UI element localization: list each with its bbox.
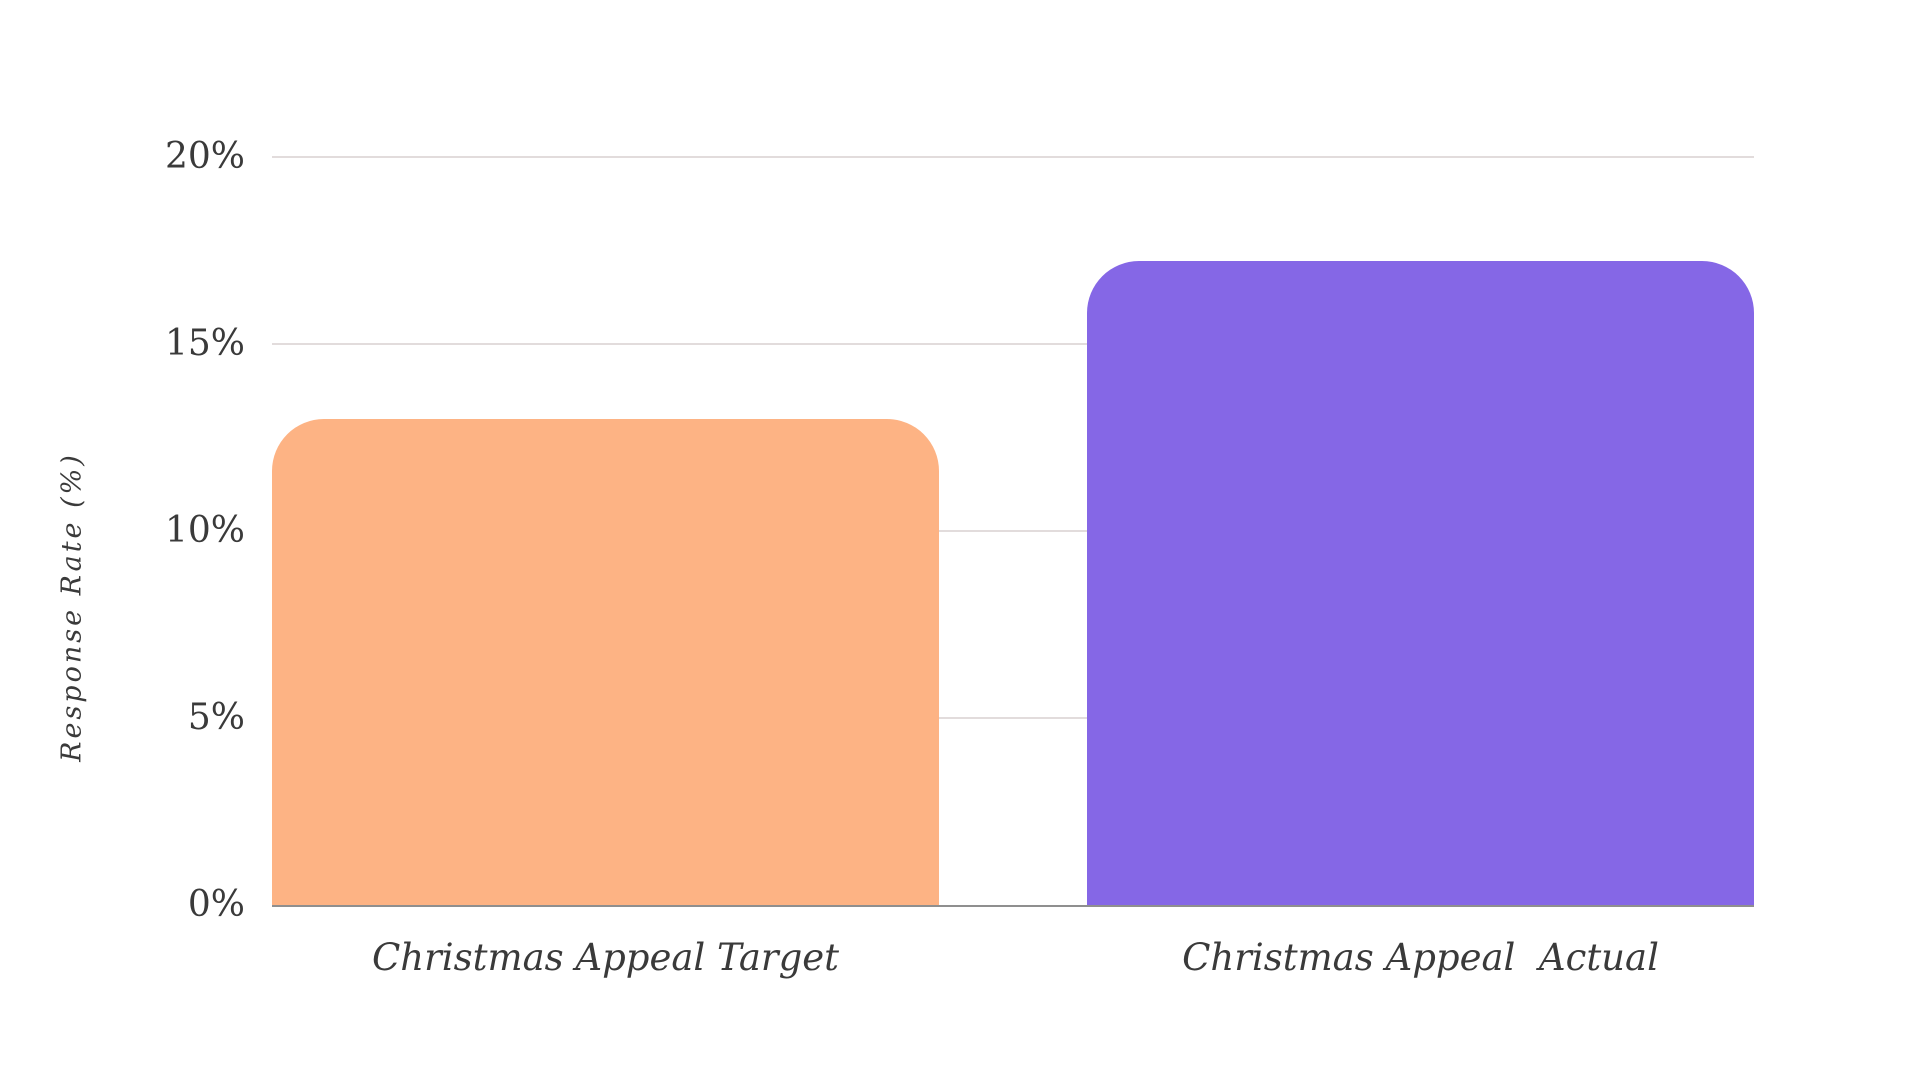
gridline-15	[272, 343, 1754, 345]
x-axis-baseline	[272, 905, 1754, 907]
bar-christmas-appeal-actual	[1087, 261, 1754, 906]
y-tick-20: 20%	[164, 136, 245, 177]
x-label-actual: Christmas Appeal Actual	[1182, 936, 1659, 979]
y-axis-label: Response Rate (%)	[56, 452, 88, 762]
y-tick-0: 0%	[187, 884, 245, 925]
gridline-20	[272, 156, 1754, 158]
y-tick-10: 10%	[164, 510, 245, 551]
y-tick-5: 5%	[187, 697, 245, 738]
gridline-5	[272, 717, 1754, 719]
gridline-10	[272, 530, 1754, 532]
x-label-target: Christmas Appeal Target	[371, 936, 840, 979]
y-tick-15: 15%	[164, 323, 245, 364]
bar-christmas-appeal-target	[272, 418, 939, 906]
